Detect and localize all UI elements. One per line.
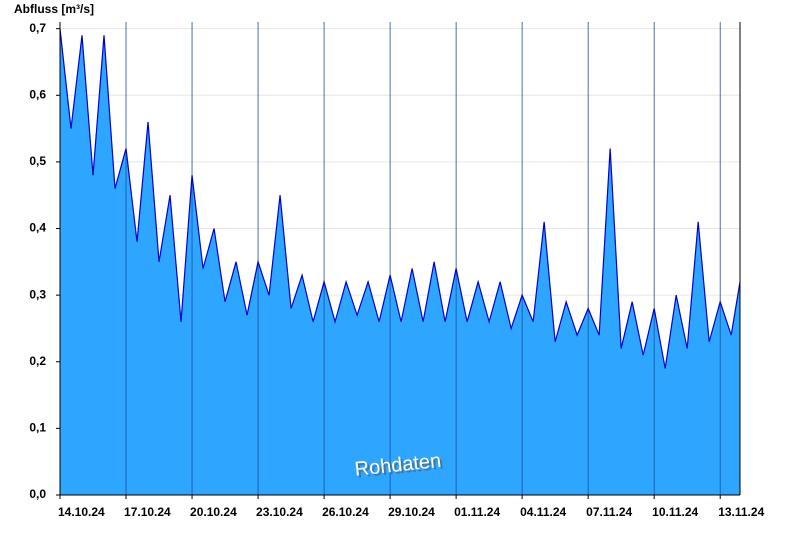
- y-tick-label: 0,2: [29, 354, 46, 368]
- x-tick-label: 13.11.24: [718, 505, 764, 519]
- x-tick-label: 07.11.24: [586, 505, 632, 519]
- y-tick-label: 0,6: [29, 87, 46, 101]
- y-tick-label: 0,3: [29, 287, 46, 301]
- x-tick-label: 10.11.24: [652, 505, 698, 519]
- area: [60, 28, 740, 495]
- y-tick-label: 0,1: [29, 421, 46, 435]
- x-tick-label: 14.10.24: [58, 505, 105, 519]
- x-tick-label: 29.10.24: [388, 505, 435, 519]
- y-axis-label: Abfluss [m³/s]: [14, 2, 94, 16]
- x-tick-label: 04.11.24: [520, 505, 566, 519]
- x-tick-label: 20.10.24: [190, 505, 237, 519]
- line: [59, 28, 741, 369]
- y-tick-label: 0,7: [29, 21, 46, 35]
- x-tick-label: 17.10.24: [124, 505, 171, 519]
- y-tick-label: 0,0: [29, 487, 46, 501]
- y-tick-label: 0,5: [29, 154, 46, 168]
- x-tick-label: 01.11.24: [454, 505, 500, 519]
- y-tick-label: 0,4: [29, 221, 46, 235]
- x-tick-label: 26.10.24: [322, 505, 369, 519]
- x-tick-label: 23.10.24: [256, 505, 303, 519]
